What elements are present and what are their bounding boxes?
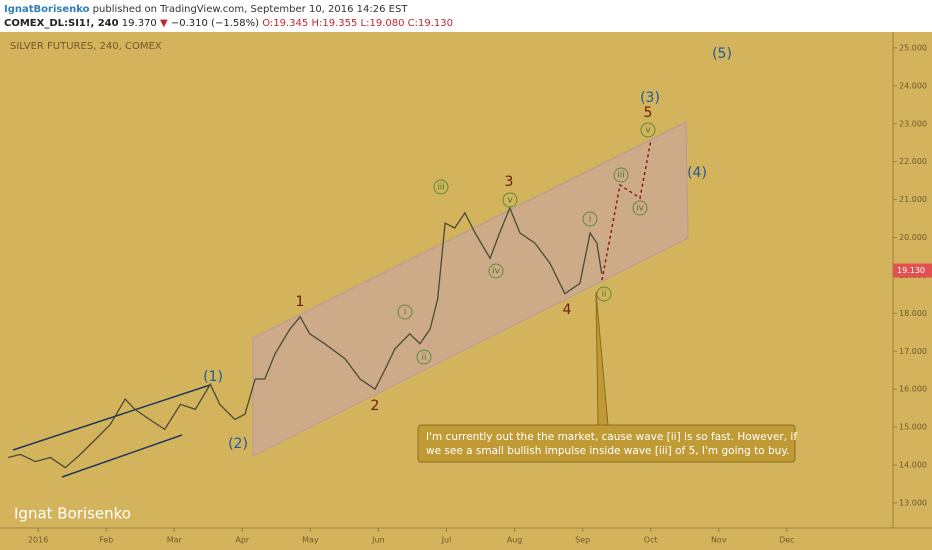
y-tick-label: 23.000 — [899, 119, 927, 128]
wave-label: 1 — [296, 294, 305, 310]
x-tick-label: Sep — [575, 536, 590, 545]
wave-label: i — [404, 308, 407, 318]
wave-circle — [582, 211, 598, 227]
wave-label: 2 — [371, 398, 380, 414]
wave-circle — [397, 304, 413, 320]
y-tick-label: 17.000 — [899, 347, 927, 356]
x-tick-label: Dec — [779, 536, 794, 545]
price-tag-label: 19.130 — [897, 266, 925, 275]
y-tick-label: 20.000 — [899, 233, 927, 242]
wave-label: ii — [421, 353, 426, 363]
wave-label: iii — [617, 171, 625, 181]
wave-label: 4 — [563, 302, 572, 318]
y-tick-label: 18.000 — [899, 309, 927, 318]
published: published on TradingView.com, September … — [89, 4, 408, 15]
wave-label: i — [589, 215, 592, 225]
x-tick-label: Oct — [644, 536, 658, 545]
y-tick-label: 13.000 — [899, 498, 927, 507]
y-tick-label: 25.000 — [899, 43, 927, 52]
x-tick-label: May — [302, 536, 319, 545]
wave-label: (1) — [203, 369, 223, 385]
wave-label: (5) — [712, 46, 732, 62]
x-tick-label: Nov — [711, 536, 727, 545]
wave-circle — [640, 122, 656, 138]
callout-box — [417, 424, 796, 463]
y-tick-label: 24.000 — [899, 81, 927, 90]
x-tick-label: Jun — [371, 536, 385, 545]
author[interactable]: IgnatBorisenko — [4, 4, 90, 15]
wave-label: v — [507, 196, 513, 206]
channel-line — [61, 434, 183, 478]
arrow: ▼ — [160, 18, 168, 29]
wave-label: iv — [492, 267, 501, 277]
wave-label: ii — [601, 290, 606, 300]
x-tick-label: 2016 — [28, 536, 48, 545]
last: 19.370 — [122, 18, 157, 29]
price-tag — [893, 263, 932, 278]
header-line: IgnatBorisenko published on TradingView.… — [4, 4, 408, 15]
wave-channel — [252, 121, 689, 457]
wave-circle — [502, 192, 518, 208]
wave-label: (2) — [228, 436, 248, 452]
watermark: Ignat Borisenko — [14, 505, 131, 523]
price-line — [8, 206, 603, 469]
wave-circle — [433, 179, 449, 195]
y-tick-label: 14.000 — [899, 461, 927, 470]
open: O:19.345 — [262, 18, 308, 29]
wave-label: (3) — [640, 90, 660, 106]
wave-label: (4) — [687, 165, 707, 181]
wave-label: iii — [437, 183, 445, 193]
x-tick-label: Jul — [441, 536, 452, 545]
wave-label: iv — [636, 204, 645, 214]
x-tick-label: Mar — [167, 536, 183, 545]
symbol: COMEX_DL:SI1!, 240 — [4, 18, 119, 29]
wave-label: 3 — [505, 174, 514, 190]
wave-label: v — [645, 126, 651, 136]
change: −0.310 (−1.58%) — [171, 18, 259, 29]
close: C:19.130 — [408, 18, 453, 29]
low: L:19.080 — [361, 18, 405, 29]
header-bg — [0, 0, 932, 32]
plot — [8, 206, 603, 469]
x-tick-label: Apr — [235, 536, 250, 545]
chart-bg — [0, 32, 932, 550]
y-tick-label: 16.000 — [899, 385, 927, 394]
x-tick-label: Aug — [507, 536, 523, 545]
chart-title: SILVER FUTURES, 240, COMEX — [10, 41, 162, 52]
y-tick-label: 22.000 — [899, 157, 927, 166]
channel-line — [12, 384, 211, 451]
projection-path — [601, 139, 652, 281]
wave-circle — [596, 286, 612, 302]
high: H:19.355 — [311, 18, 357, 29]
wave-label: 5 — [644, 105, 653, 121]
wave-circle — [613, 167, 629, 183]
note-line: we see a small bullish impulse inside wa… — [426, 445, 789, 457]
wave-circle — [632, 200, 648, 216]
x-tick-label: Feb — [99, 536, 113, 545]
note-line: I'm currently out the the market, cause … — [426, 431, 797, 443]
y-tick-label: 15.000 — [899, 423, 927, 432]
wave-circle — [416, 349, 432, 365]
y-tick-label: 21.000 — [899, 195, 927, 204]
wave-circle — [488, 263, 504, 279]
symbol-line: COMEX_DL:SI1!, 240 19.370 ▼ −0.310 (−1.5… — [4, 18, 453, 29]
